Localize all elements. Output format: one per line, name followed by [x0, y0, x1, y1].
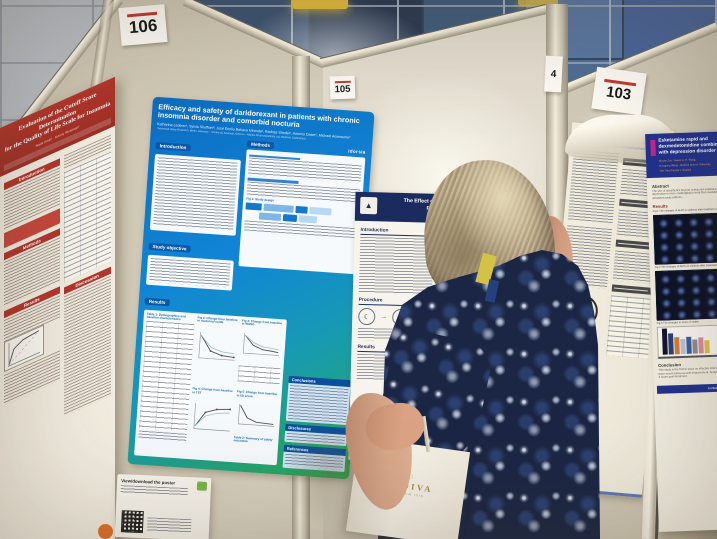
board-number: 4: [550, 68, 557, 80]
contact-bar: Contact: [656, 381, 717, 394]
section-methods: Methods: [246, 140, 275, 150]
section-results: Results: [144, 297, 170, 307]
esketamine-header: Esketamine rapid and dexmedetomidine com…: [645, 130, 717, 178]
board-tag-106: 106: [118, 4, 168, 46]
flow-box: [298, 215, 317, 224]
magenta-accent-bar: [650, 139, 656, 156]
table1-cell: Table 1: Demographics and baseline chara…: [137, 312, 195, 456]
flow-box: [309, 207, 332, 216]
flow-box: [263, 203, 294, 214]
section-introduction: Introduction: [155, 141, 191, 152]
fig4-line-chart: [193, 403, 231, 432]
introduction-card: [149, 153, 242, 236]
text-lines: [153, 157, 238, 231]
arrow-icon: →: [380, 313, 388, 321]
flow-box: [258, 212, 281, 222]
table-header-chip: [611, 284, 657, 296]
methods-card: Fig 1: Study design: [238, 149, 366, 275]
text-lines: [120, 485, 188, 497]
board-tag-105: 105: [329, 75, 356, 100]
fig2-line-chart: [198, 331, 235, 361]
text-lines: [146, 517, 192, 534]
board-tag-103: 103: [591, 66, 647, 116]
qr-code: [120, 510, 144, 534]
blue-poster-left-column: Introduction Study objective: [145, 134, 242, 291]
university-logo: ▲: [359, 196, 378, 215]
roc-curve-chart: [4, 323, 44, 372]
mini-table: [237, 364, 281, 384]
brain-scan-figure-2: [654, 267, 717, 322]
flow-box: [245, 202, 262, 211]
fig2-cell: Fig 2: Change from baseline in nocturnal…: [193, 315, 239, 387]
fig5-cell: Fig 5: Change from baseline in ISI score…: [232, 390, 278, 462]
study-objective-card: [145, 254, 234, 291]
results-card: Table 1: Demographics and baseline chara…: [134, 309, 287, 466]
congress-logo: [196, 481, 208, 491]
board-number: 103: [605, 82, 633, 104]
red-poster-left-column: Introduction Methods Results: [4, 153, 60, 443]
poster-download-card: View/download the poster: [114, 473, 212, 539]
text-lines: [63, 275, 111, 417]
flow-box: [295, 206, 308, 215]
red-insomnia-poster: Evaluation of the Cutoff Score Determina…: [0, 76, 115, 539]
text-lines: [138, 430, 187, 442]
fig4-cell: Fig 4: Change from baseline in TST: [188, 387, 234, 459]
red-poster-body: Introduction Methods Results Discussion: [0, 125, 115, 447]
fig5-line-chart: [238, 404, 275, 427]
board-number: 106: [128, 15, 159, 38]
section-study-objective: Study objective: [148, 242, 191, 253]
scale-score-bar-chart: [656, 323, 717, 360]
idorsia-logo: idorsia: [348, 148, 366, 155]
brain-scan-figure-1: [652, 211, 717, 266]
ceiling-lamp: [292, 0, 348, 9]
section-introduction: Introduction: [360, 227, 434, 237]
conclusion-text: This study is the first to show an effec…: [658, 364, 717, 379]
sleep-icon: ☾: [358, 307, 376, 326]
board-tag-104-partial: 4: [544, 55, 563, 93]
blue-poster-columns: Introduction Study objective Methods ido…: [145, 134, 366, 299]
red-poster-right-column: Discussion: [63, 130, 111, 417]
text-lines: [149, 257, 231, 288]
fig3-cell: Fig 3: Change from baseline in WASO: [237, 318, 283, 390]
sponsor-dot: [98, 524, 113, 539]
esketamine-body: Abstract The use of anesthetics beyond a…: [647, 174, 717, 382]
fig3-line-chart: [243, 332, 280, 356]
flow-box: [282, 214, 297, 223]
board-number: 105: [334, 83, 351, 95]
blue-poster-right-column: Methods idorsia Fig 1: Study design: [237, 140, 366, 299]
text-lines: [358, 236, 434, 295]
daridorexant-poster: Efficacy and safety of daridorexant in p…: [127, 96, 375, 480]
ceiling-lamp: [518, 0, 558, 6]
abstract-text: The use of anesthetics beyond acting and…: [651, 185, 717, 200]
data-table: [63, 151, 111, 283]
demographics-table: [138, 320, 195, 432]
